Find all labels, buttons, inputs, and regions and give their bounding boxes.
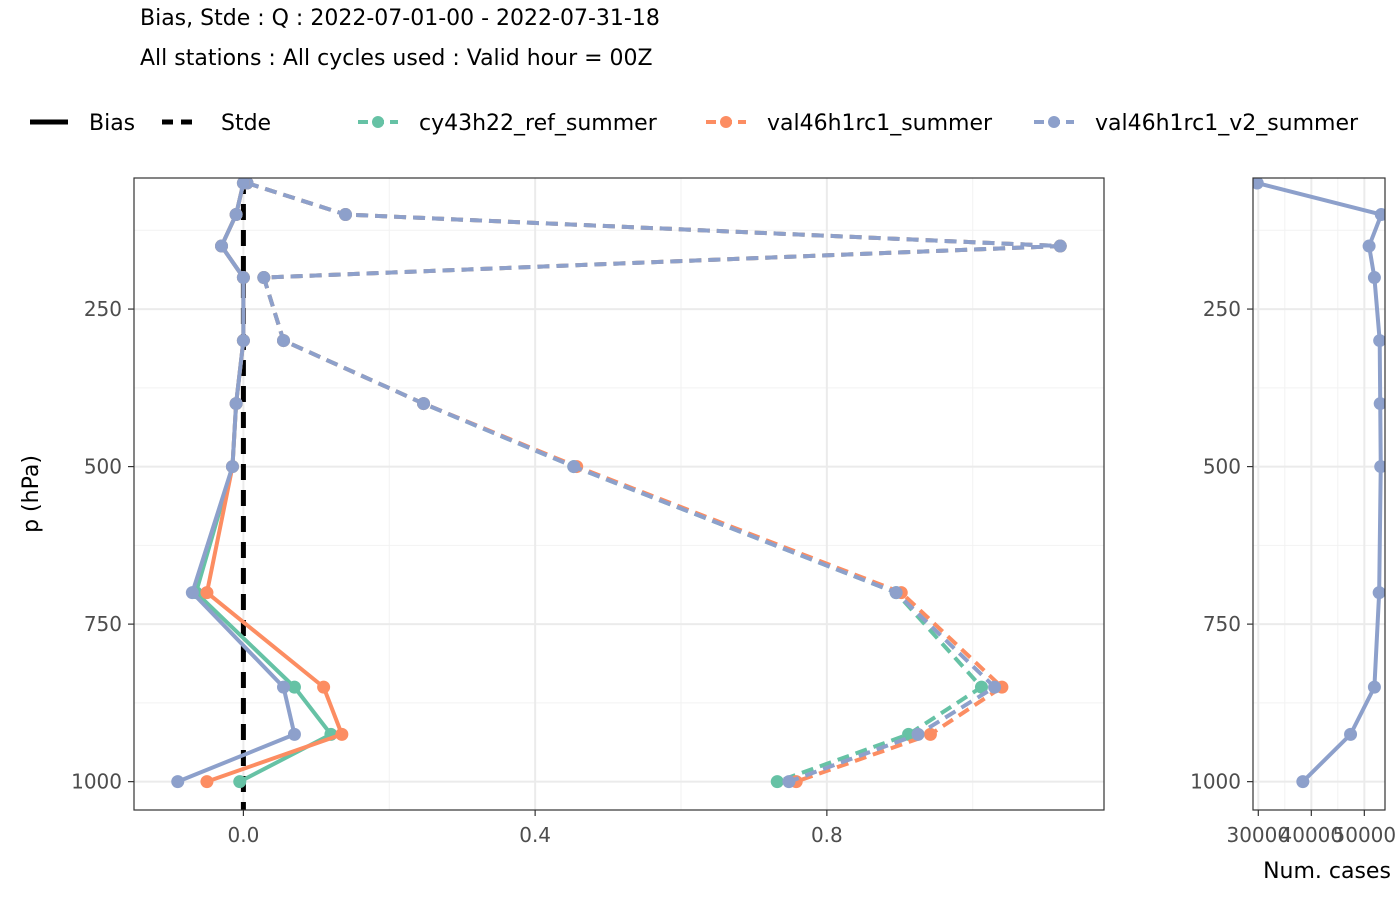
y-tick-label: 750 — [1203, 612, 1241, 636]
chart-subtitle: All stations : All cycles used : Valid h… — [140, 46, 653, 71]
y-tick-label: 250 — [1203, 297, 1241, 321]
legend-label-val46h1rc1_summer: val46h1rc1_summer — [767, 111, 993, 136]
plot-background — [1253, 178, 1385, 810]
panel-border — [1252, 177, 1386, 811]
data-point-bias-val46h1rc1_v2_summer-200 — [236, 271, 250, 285]
data-point-val46h1rc1_v2_summer-400 — [1373, 397, 1385, 411]
data-point-bias-val46h1rc1_summer-925 — [335, 727, 349, 741]
chart-title: Bias, Stde : Q : 2022-07-01-00 - 2022-07… — [140, 6, 660, 31]
legend-point-val46h1rc1_summer — [720, 116, 732, 128]
data-point-val46h1rc1_v2_summer-850 — [1367, 680, 1381, 694]
data-point-stde-val46h1rc1_v2_summer-850 — [988, 680, 1002, 694]
legend-point-val46h1rc1_v2_summer — [1048, 116, 1060, 128]
legend-label-val46h1rc1_v2_summer: val46h1rc1_v2_summer — [1095, 111, 1359, 136]
data-point-val46h1rc1_v2_summer-1000 — [1296, 775, 1310, 789]
data-point-stde-val46h1rc1_v2_summer-200 — [257, 271, 271, 285]
legend-label-cy43h22_ref_summer: cy43h22_ref_summer — [419, 111, 658, 136]
data-point-bias-val46h1rc1_v2_summer-100 — [229, 208, 243, 222]
data-point-val46h1rc1_v2_summer-100 — [1374, 208, 1385, 222]
data-point-bias-val46h1rc1_v2_summer-700 — [185, 586, 199, 600]
data-point-bias-cy43h22_ref_summer-1000 — [233, 775, 247, 789]
x-tick-label: 40000 — [1280, 823, 1344, 847]
data-point-val46h1rc1_v2_summer-500 — [1374, 460, 1385, 474]
data-point-stde-val46h1rc1_v2_summer-500 — [567, 460, 581, 474]
data-point-stde-val46h1rc1_summer-925 — [923, 727, 937, 741]
data-point-bias-val46h1rc1_summer-1000 — [200, 775, 214, 789]
x-tick-label: 0.4 — [519, 823, 551, 847]
y-tick-label: 750 — [84, 612, 122, 636]
data-point-stde-val46h1rc1_v2_summer-150 — [1053, 239, 1067, 253]
data-point-val46h1rc1_v2_summer-150 — [1362, 239, 1376, 253]
x-tick-label: 0.0 — [227, 823, 259, 847]
x-tick-label: 0.8 — [811, 823, 843, 847]
data-point-val46h1rc1_v2_summer-50 — [1253, 178, 1264, 190]
data-point-stde-val46h1rc1_v2_summer-1000 — [782, 775, 796, 789]
plot-background — [134, 178, 1104, 810]
data-point-stde-cy43h22_ref_summer-850 — [974, 680, 988, 694]
data-point-bias-val46h1rc1_v2_summer-300 — [236, 334, 250, 348]
data-point-stde-val46h1rc1_v2_summer-925 — [911, 727, 925, 741]
data-point-val46h1rc1_v2_summer-700 — [1372, 586, 1385, 600]
x-axis-title: Num. cases — [1263, 859, 1391, 884]
data-point-stde-val46h1rc1_v2_summer-100 — [339, 208, 353, 222]
x-tick-label: 30000 — [1226, 823, 1290, 847]
data-point-stde-cy43h22_ref_summer-1000 — [770, 775, 784, 789]
main-panel: 250 500 750 1000 0.0 0.4 0.8 p (hPa) — [19, 177, 1105, 847]
data-point-bias-val46h1rc1_v2_summer-50 — [236, 178, 250, 190]
panel-border — [133, 177, 1105, 811]
y-tick-label: 1000 — [1190, 770, 1241, 794]
y-tick-label: 250 — [84, 297, 122, 321]
y-tick-label: 500 — [1203, 455, 1241, 479]
data-point-stde-val46h1rc1_v2_summer-700 — [889, 586, 903, 600]
data-point-bias-val46h1rc1_v2_summer-500 — [225, 460, 239, 474]
data-point-bias-val46h1rc1_v2_summer-400 — [229, 397, 243, 411]
data-point-bias-val46h1rc1_v2_summer-850 — [277, 680, 291, 694]
y-tick-label: 1000 — [71, 770, 122, 794]
data-point-bias-cy43h22_ref_summer-850 — [287, 680, 301, 694]
data-point-bias-val46h1rc1_v2_summer-1000 — [171, 775, 185, 789]
data-point-val46h1rc1_v2_summer-200 — [1367, 271, 1381, 285]
data-point-bias-val46h1rc1_summer-700 — [200, 586, 214, 600]
data-point-val46h1rc1_v2_summer-300 — [1373, 334, 1385, 348]
data-point-stde-val46h1rc1_v2_summer-400 — [417, 397, 431, 411]
data-point-bias-val46h1rc1_v2_summer-150 — [215, 239, 229, 253]
data-point-val46h1rc1_v2_summer-925 — [1344, 727, 1358, 741]
data-point-stde-val46h1rc1_v2_summer-300 — [277, 334, 291, 348]
legend-label-bias: Bias — [89, 111, 135, 136]
data-point-bias-val46h1rc1_v2_summer-925 — [287, 727, 301, 741]
legend: Bias Stde cy43h22_ref_summer val46h1rc1_sum… — [30, 111, 1359, 136]
x-tick-label: 50000 — [1333, 823, 1397, 847]
legend-label-stde: Stde — [221, 111, 271, 136]
legend-point-cy43h22_ref_summer — [372, 116, 384, 128]
series-layer — [1253, 178, 1385, 789]
data-point-bias-val46h1rc1_summer-850 — [317, 680, 331, 694]
y-axis-title: p (hPa) — [19, 455, 44, 533]
series-layer — [171, 178, 1067, 789]
y-tick-label: 500 — [84, 455, 122, 479]
